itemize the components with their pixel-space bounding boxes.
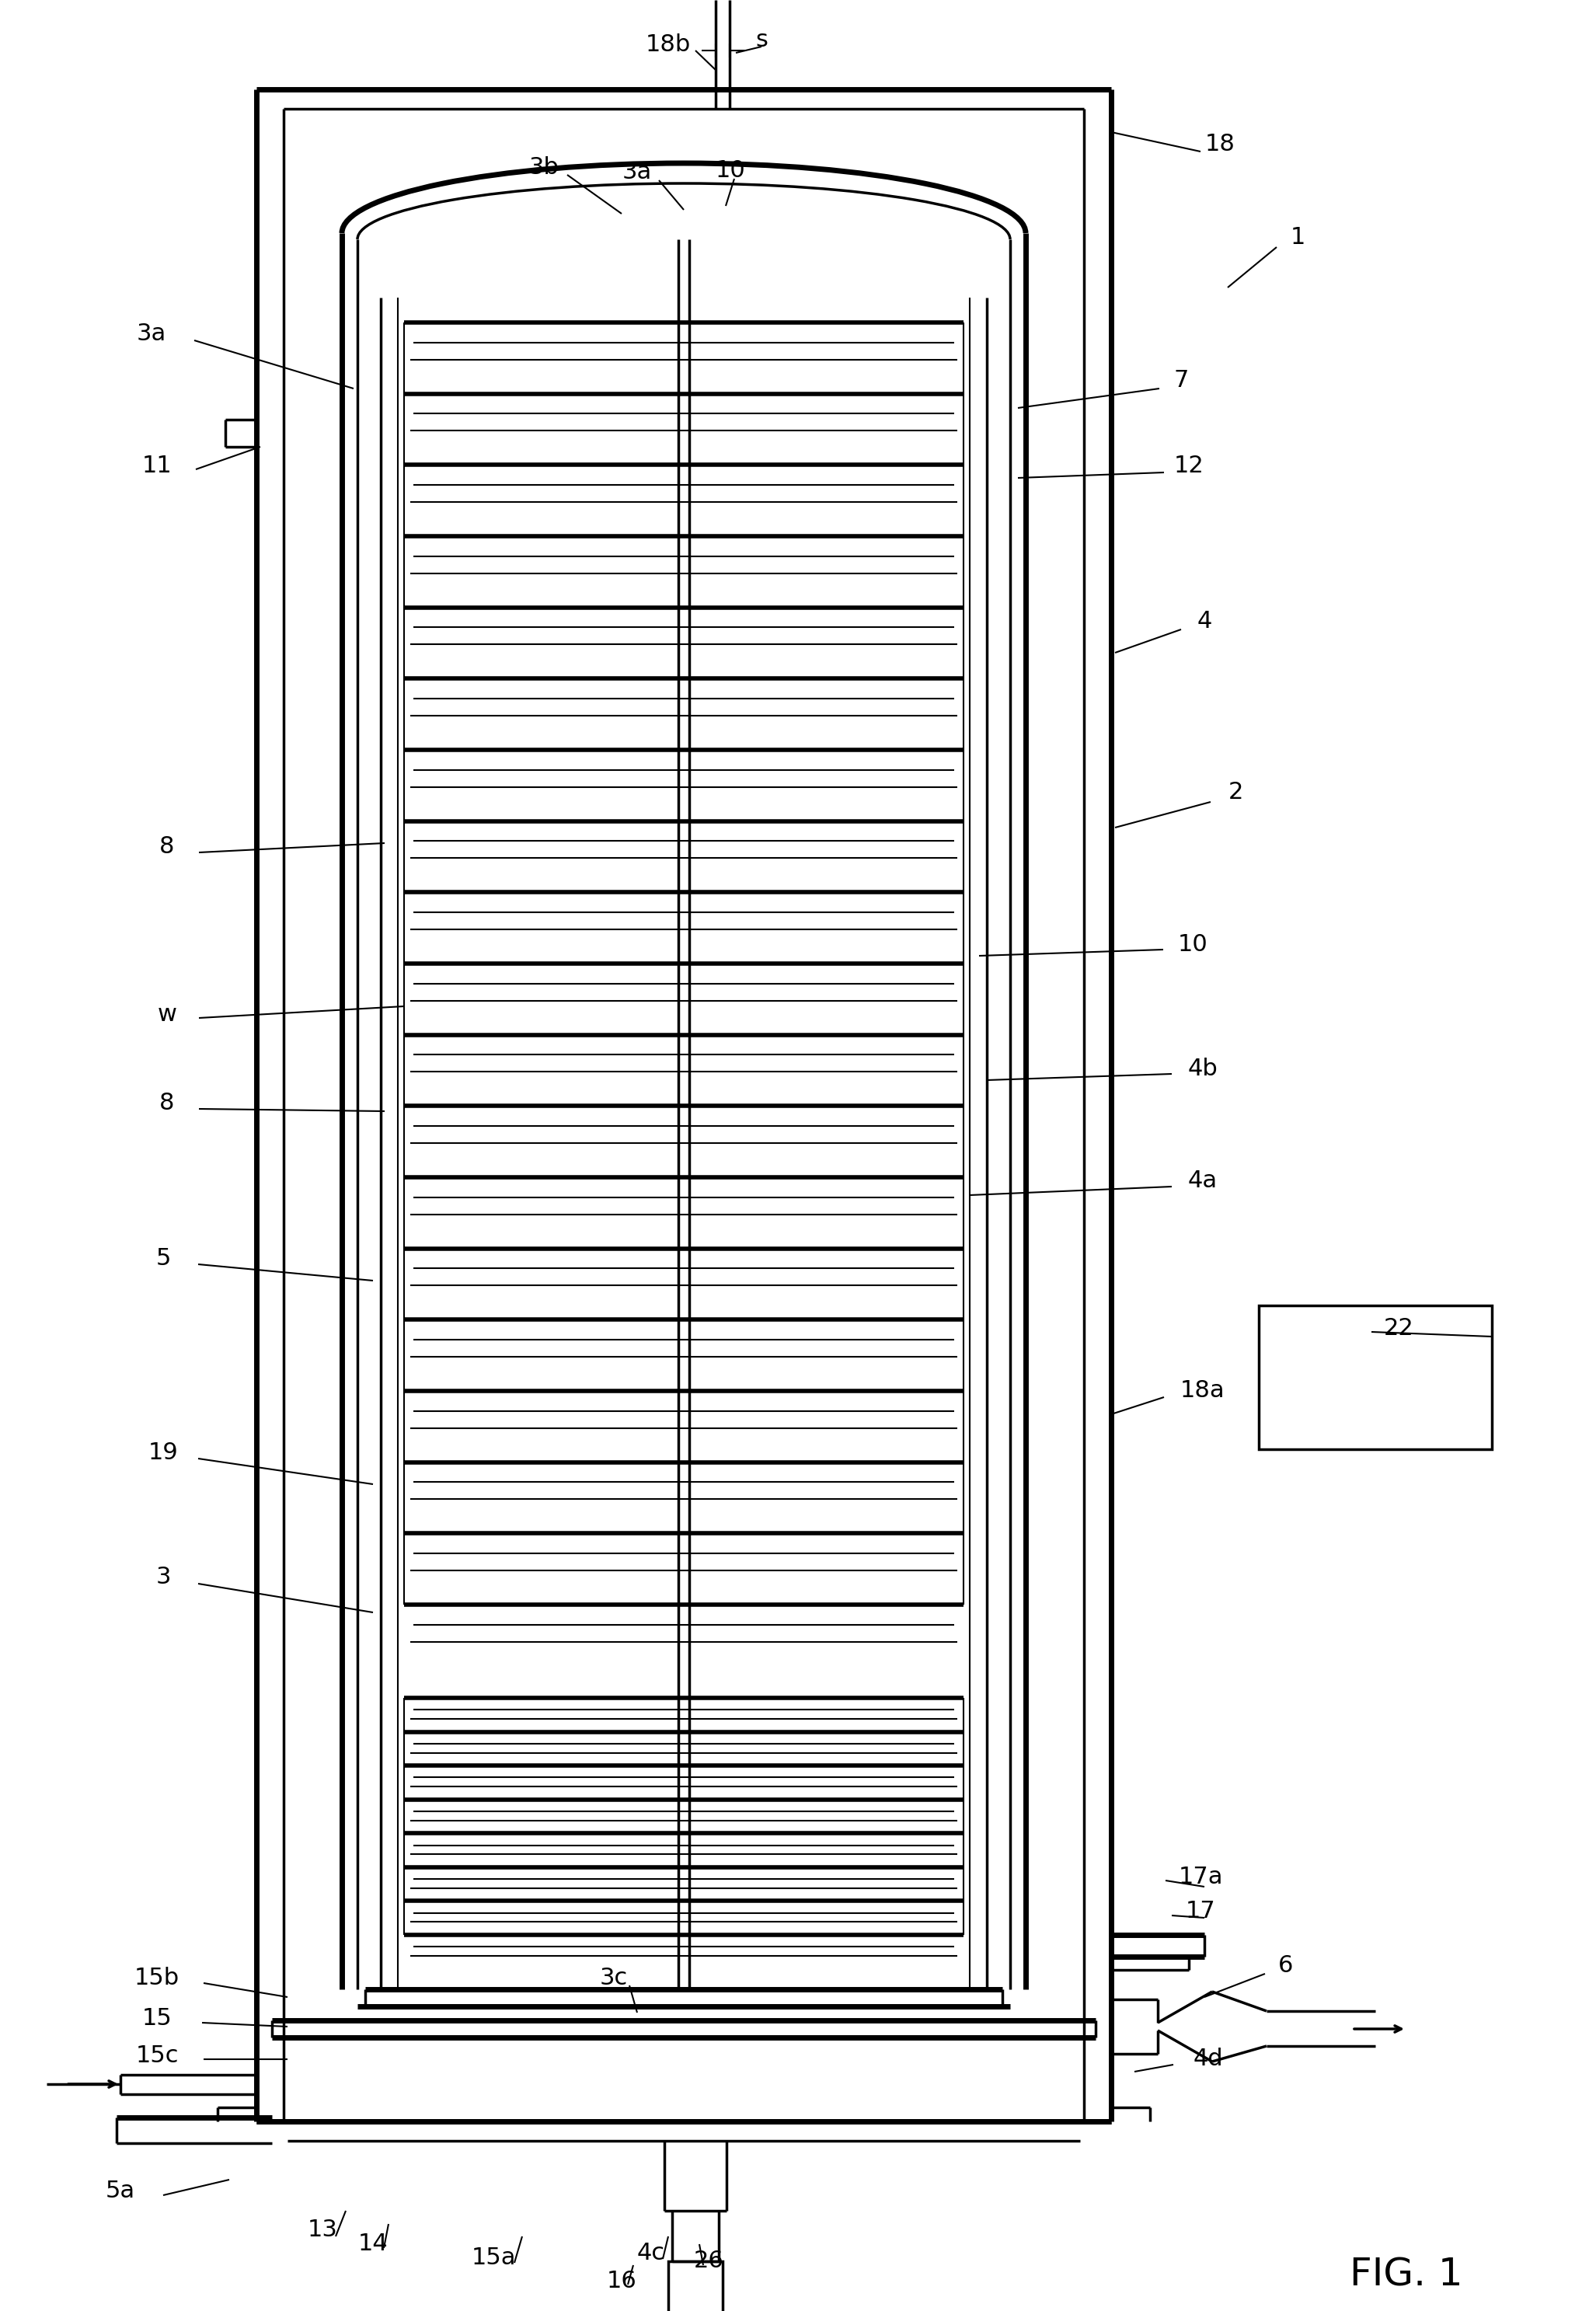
Text: 10: 10 [715, 159, 745, 183]
Text: 22: 22 [1384, 1317, 1414, 1340]
Text: 4b: 4b [1187, 1056, 1218, 1079]
Text: 4d: 4d [1194, 2048, 1223, 2071]
Text: 19: 19 [148, 1442, 179, 1465]
Bar [669, 2260, 723, 2311]
Text: 1: 1 [1290, 226, 1306, 247]
Text: 15a: 15a [471, 2246, 516, 2269]
Text: 14: 14 [358, 2232, 388, 2256]
Text: 15b: 15b [134, 1967, 179, 1990]
Text: 5: 5 [156, 1248, 171, 1271]
Text: 12: 12 [1173, 455, 1203, 478]
Text: 15c: 15c [136, 2043, 179, 2066]
Text: 26: 26 [694, 2251, 723, 2272]
Text: 15: 15 [142, 2008, 172, 2029]
Text: 3c: 3c [600, 1967, 627, 1990]
Text: 4c: 4c [637, 2242, 666, 2265]
Text: 4a: 4a [1187, 1169, 1218, 1192]
Text: 7: 7 [1173, 370, 1189, 393]
Text: 18b: 18b [646, 32, 691, 55]
Text: 10: 10 [1178, 934, 1208, 954]
Text: 3: 3 [155, 1567, 171, 1588]
Text: 17a: 17a [1178, 1865, 1223, 1888]
Text: 16: 16 [606, 2269, 637, 2293]
Text: 13: 13 [308, 2219, 338, 2242]
Text: w: w [158, 1003, 177, 1026]
Text: 3a: 3a [622, 162, 653, 185]
Text: 3a: 3a [137, 324, 166, 344]
Text: FIG. 1: FIG. 1 [1350, 2256, 1464, 2295]
Text: 3b: 3b [528, 155, 559, 178]
Text: 8: 8 [160, 1093, 174, 1114]
Text: 8: 8 [160, 837, 174, 857]
Text: 4: 4 [1197, 610, 1211, 633]
Text: 11: 11 [142, 455, 172, 478]
Text: 2: 2 [1227, 781, 1243, 804]
Text: 5a: 5a [105, 2179, 136, 2202]
Text: 6: 6 [1278, 1955, 1293, 1978]
Bar [1259, 1306, 1492, 1449]
Text: s: s [755, 30, 768, 51]
Text: 17: 17 [1186, 1900, 1216, 1923]
Text: 18: 18 [1205, 132, 1235, 155]
Text: 18a: 18a [1181, 1380, 1226, 1403]
